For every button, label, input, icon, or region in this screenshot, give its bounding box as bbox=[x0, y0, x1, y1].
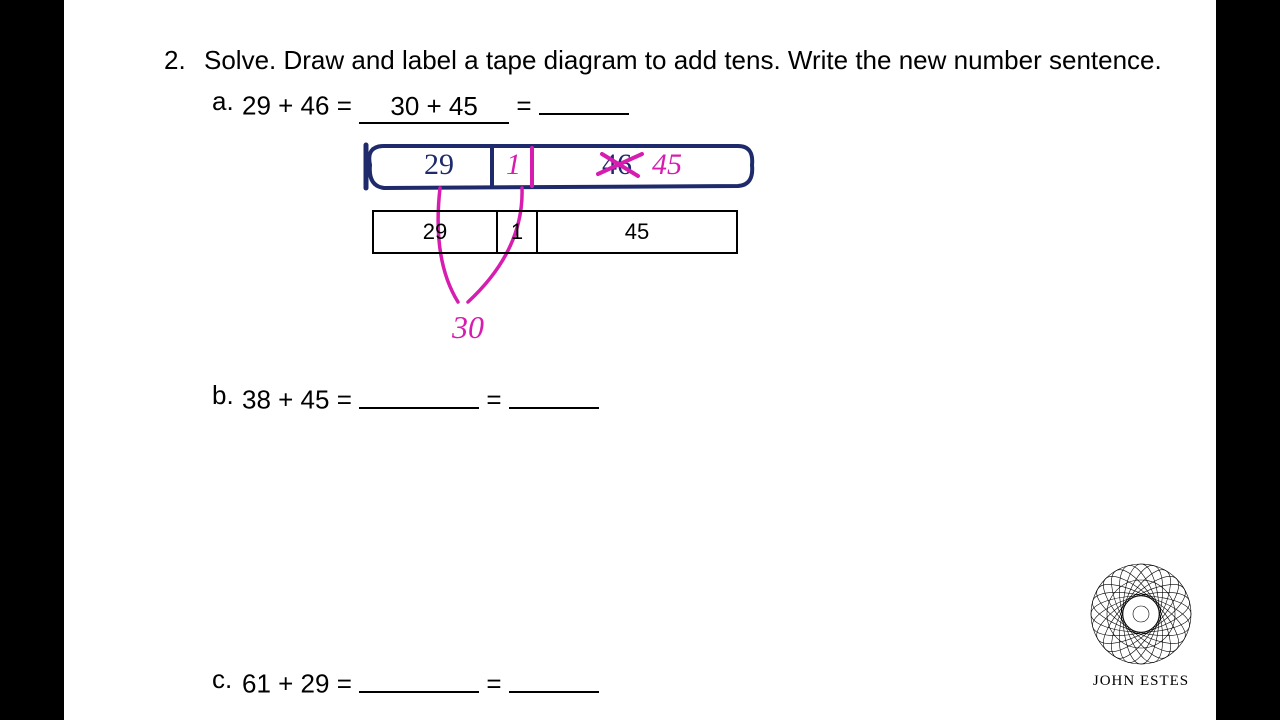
logo-text: JOHN ESTES bbox=[1086, 673, 1196, 690]
table-cell-29: 29 bbox=[373, 211, 497, 253]
part-b-lhs: 38 + 45 = bbox=[242, 385, 352, 415]
part-a-rewrite: 30 + 45 bbox=[359, 91, 509, 124]
part-a-label: a. bbox=[212, 86, 234, 117]
part-c-lhs: 61 + 29 = bbox=[242, 669, 352, 699]
part-b-rewrite-blank bbox=[359, 380, 479, 409]
question-number: 2. bbox=[164, 45, 186, 76]
worksheet-page: 2. Solve. Draw and label a tape diagram … bbox=[64, 0, 1216, 720]
part-c-answer-blank bbox=[509, 664, 599, 693]
part-a-equals: = bbox=[516, 91, 531, 121]
instruction-text: Solve. Draw and label a tape diagram to … bbox=[204, 45, 1162, 76]
hand-45: 45 bbox=[652, 148, 682, 181]
mandala-icon bbox=[1086, 559, 1196, 669]
hand-1: 1 bbox=[506, 148, 521, 181]
part-b-label: b. bbox=[212, 380, 234, 411]
part-c-equation: 61 + 29 = = bbox=[242, 664, 599, 700]
hand-29: 29 bbox=[424, 148, 454, 181]
table-cell-1: 1 bbox=[497, 211, 537, 253]
part-b-answer-blank bbox=[509, 380, 599, 409]
tape-diagram-table: 29 1 45 bbox=[372, 210, 738, 254]
table-row: 29 1 45 bbox=[373, 211, 737, 253]
part-a-answer-blank bbox=[539, 86, 629, 115]
part-b-equation: 38 + 45 = = bbox=[242, 380, 599, 416]
part-b-equals: = bbox=[486, 385, 501, 415]
part-a-equation: 29 + 46 = 30 + 45 = bbox=[242, 86, 629, 124]
table-cell-45: 45 bbox=[537, 211, 737, 253]
hand-30: 30 bbox=[451, 309, 484, 345]
part-a-lhs: 29 + 46 = bbox=[242, 91, 352, 121]
part-c-equals: = bbox=[486, 669, 501, 699]
part-c-label: c. bbox=[212, 664, 232, 695]
part-c-rewrite-blank bbox=[359, 664, 479, 693]
author-logo: JOHN ESTES bbox=[1086, 559, 1196, 690]
